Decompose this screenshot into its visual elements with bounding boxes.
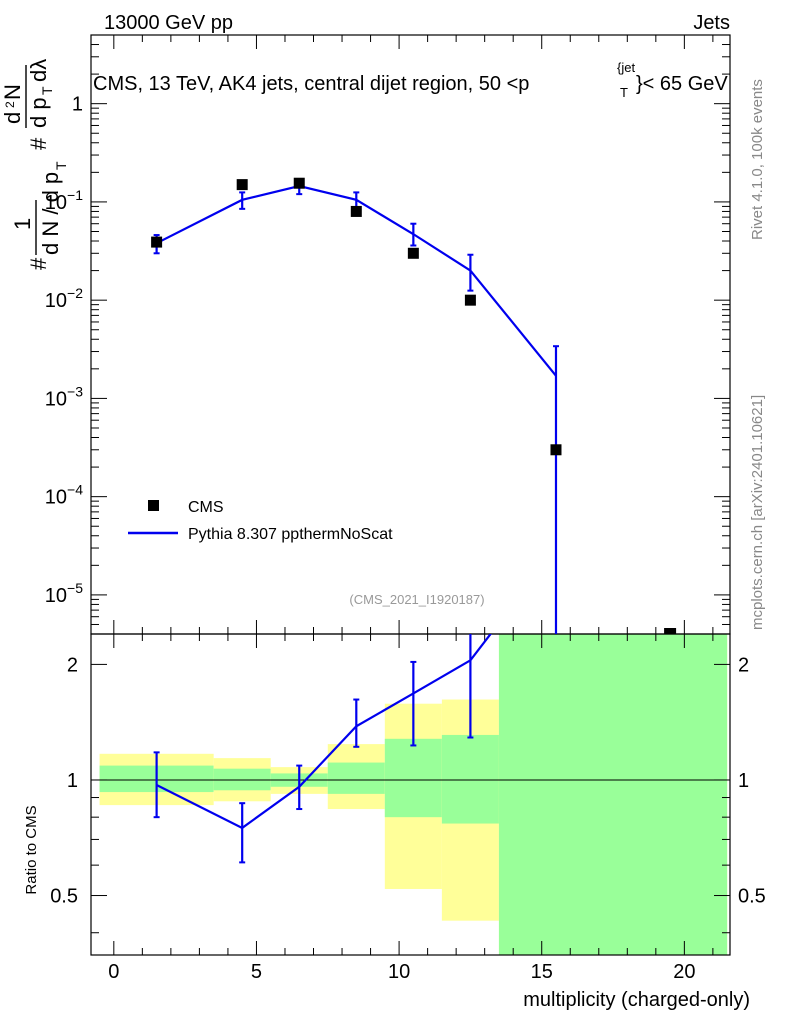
ratio-y-label: Ratio to CMS <box>23 805 40 894</box>
legend-data-label: CMS <box>188 499 224 516</box>
series <box>151 177 677 864</box>
data-point <box>350 205 362 217</box>
svg-text:1: 1 <box>10 218 35 230</box>
title-sub: T <box>620 85 628 100</box>
top-y-tick-label: 10−1 <box>45 187 83 214</box>
x-axis-label: multiplicity (charged-only) <box>523 989 750 1011</box>
ratio-y-tick-label: 1 <box>67 770 78 792</box>
top-y-tick-label: 10−3 <box>45 383 83 410</box>
axes-frames <box>90 34 731 956</box>
ratio-band-inner <box>441 734 499 824</box>
top-ylabel: # 1 d N / d p T # d 2 N d p T dλ <box>0 59 69 270</box>
top-y-tick-label: 1 <box>72 94 83 116</box>
plot-title: CMS, 13 TeV, AK4 jets, central dijet reg… <box>93 60 728 100</box>
data-point <box>236 179 248 191</box>
ratio-y-tick-label: 0.5 <box>738 886 766 908</box>
svg-text:dλ: dλ <box>26 59 51 82</box>
svg-text:T: T <box>39 86 55 95</box>
legend-mc-label: Pythia 8.307 ppthermNoScat <box>188 526 393 543</box>
data-point <box>293 177 305 189</box>
top-y-tick-label: 10−2 <box>45 285 83 312</box>
svg-text:#: # <box>26 137 51 150</box>
mc-ratio-group <box>153 634 492 864</box>
ratio-y-tick-label: 1 <box>738 770 749 792</box>
ratio-y-tick-label: 2 <box>67 654 78 676</box>
svg-text:#: # <box>26 257 51 270</box>
mcplots-label: mcplots.cern.ch [arXiv:2401.10621] <box>749 395 766 630</box>
x-tick-label: 10 <box>388 961 410 983</box>
ratio-band-inner <box>327 762 385 794</box>
data-point <box>407 247 419 259</box>
ratio-y-tick-label: 0.5 <box>50 886 78 908</box>
svg-text:d N / d p: d N / d p <box>38 172 63 255</box>
svg-text:T: T <box>53 161 69 170</box>
ratio-band-inner <box>498 634 728 955</box>
ratio-band-inner <box>384 738 442 818</box>
title-main: CMS, 13 TeV, AK4 jets, central dijet reg… <box>93 73 529 95</box>
data-point <box>664 628 677 634</box>
x-tick-label: 0 <box>108 961 119 983</box>
top-y-tick-label: 10−4 <box>45 482 83 509</box>
axis-ticks: 0 5 10 15 20 10−5 10−4 10−3 10−2 10−1 1 0.5 0.5 1 1 2 2 <box>45 34 766 983</box>
header-left: 13000 GeV pp <box>104 12 233 34</box>
data-point <box>550 444 562 456</box>
x-tick-label: 15 <box>531 961 553 983</box>
header-right: Jets <box>693 12 730 34</box>
svg-text:N: N <box>0 84 25 100</box>
top-panel-frame <box>90 34 731 635</box>
analysis-watermark: (CMS_2021_I1920187) <box>349 592 484 607</box>
data-point <box>151 236 163 248</box>
rivet-label: Rivet 4.1.0, 100k events <box>749 79 766 240</box>
title-sup: {jet <box>617 60 635 75</box>
svg-text:2: 2 <box>3 101 17 108</box>
ratio-y-tick-label: 2 <box>738 654 749 676</box>
svg-text:d: d <box>0 112 25 124</box>
legend-data-marker <box>148 500 159 511</box>
ratio-panel-frame <box>90 633 731 956</box>
x-tick-label: 5 <box>251 961 262 983</box>
svg-text:d p: d p <box>26 97 51 128</box>
data-point <box>464 294 476 306</box>
top-y-tick-label: 10−5 <box>45 580 83 607</box>
legend: CMS Pythia 8.307 ppthermNoScat <box>128 499 393 543</box>
title-tail: }< 65 GeV <box>636 73 728 95</box>
x-tick-label: 20 <box>673 961 695 983</box>
